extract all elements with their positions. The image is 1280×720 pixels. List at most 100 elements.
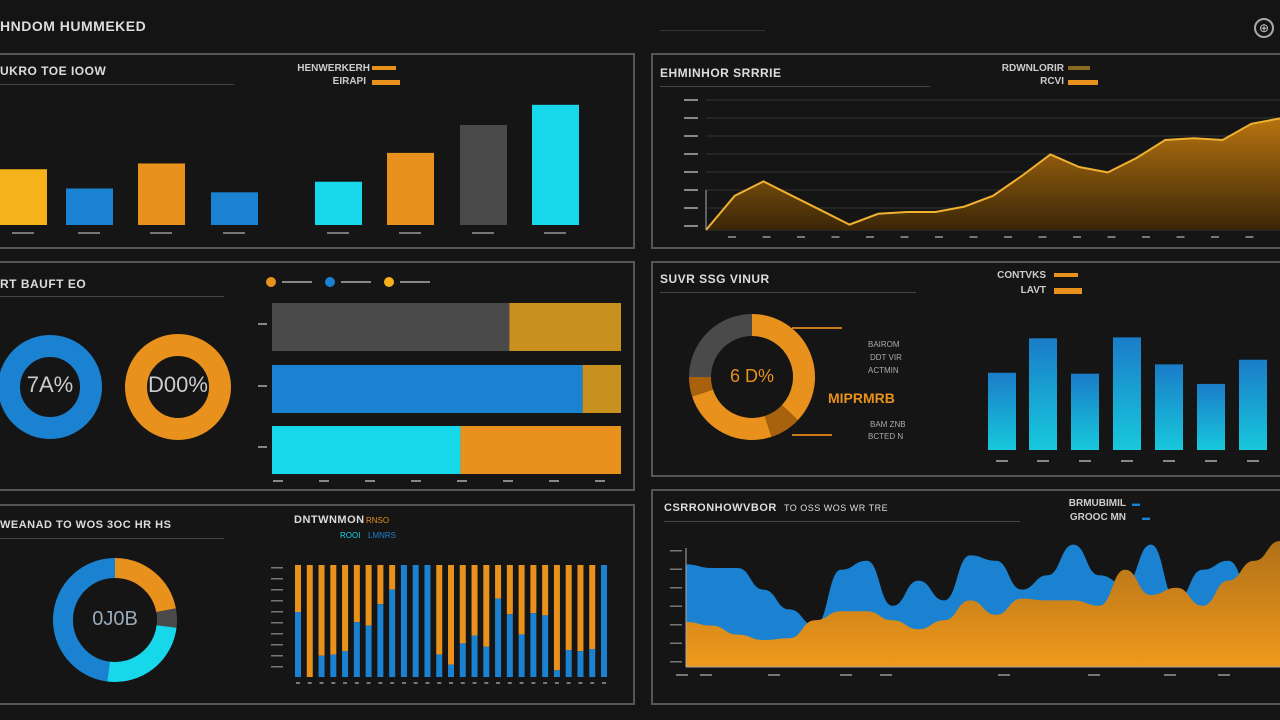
- stacked-bar-blue: [530, 613, 537, 677]
- panel4-title: SUVR SSG VINUR: [660, 272, 770, 286]
- legend-swatch: [372, 66, 396, 70]
- x-tick-label: [700, 674, 712, 676]
- stacked-bar-orange: [553, 565, 560, 671]
- x-tick-label: [519, 682, 524, 684]
- stacked-bar-blue: [377, 604, 384, 677]
- x-tick-label: [413, 682, 418, 684]
- note: DDT VIR: [870, 353, 902, 362]
- x-tick-label: [1037, 460, 1049, 462]
- stacked-bar-blue: [553, 670, 560, 677]
- x-tick-label: [378, 682, 383, 684]
- donut-slice: [114, 558, 176, 613]
- bar: [211, 192, 258, 225]
- stacked-bar-blue: [589, 649, 596, 677]
- legend-swatch: [372, 80, 400, 85]
- note: BCTED N: [868, 432, 904, 441]
- x-tick-label: [390, 682, 395, 684]
- stacked-bar-blue: [495, 598, 502, 677]
- x-tick-label: [935, 236, 943, 238]
- x-tick-label: [1107, 236, 1116, 238]
- x-tick-label: [1038, 236, 1047, 238]
- y-tick-label: [271, 655, 283, 657]
- globe-icon[interactable]: ⊕: [1254, 18, 1274, 38]
- y-tick-label: [258, 446, 267, 448]
- stacked-bar-blue: [424, 565, 431, 677]
- stacked-bar-blue: [577, 651, 584, 677]
- stacked-bar-blue: [483, 646, 490, 677]
- donut-slice: [0, 335, 102, 439]
- y-tick-label: [670, 587, 682, 589]
- panel4-legend-2: LAVT: [1020, 285, 1046, 296]
- x-tick-label: [602, 682, 606, 684]
- bar: [387, 152, 434, 225]
- stacked-bar-blue: [342, 651, 349, 677]
- bar: [1239, 359, 1267, 450]
- stacked-bar-orange: [330, 565, 337, 655]
- y-tick-label: [670, 642, 682, 644]
- donut-slice: [53, 558, 116, 682]
- x-tick-label: [273, 480, 283, 482]
- legend-swatch: [1054, 273, 1078, 277]
- y-tick-label: [258, 385, 267, 387]
- panel2-title: EHMINHOR SRRRIE: [660, 66, 782, 80]
- y-tick-label: [670, 568, 682, 570]
- x-tick-label: [484, 682, 489, 684]
- stacked-bar-orange: [436, 565, 443, 655]
- hbar-segment: [582, 365, 621, 413]
- stacked-bar-blue: [295, 612, 301, 677]
- x-tick-label: [472, 682, 477, 684]
- x-tick-label: [343, 682, 348, 684]
- stacked-bar-blue: [318, 655, 325, 677]
- panel5-legend-title: DNTWNMON: [294, 514, 365, 526]
- stacked-bar-orange: [518, 565, 525, 635]
- stacked-bar-orange: [295, 565, 301, 613]
- stacked-bar-orange: [589, 565, 596, 649]
- panel2-legend-1: RDWNLORIR: [1001, 63, 1064, 74]
- stacked-bar-orange: [530, 565, 537, 614]
- x-tick-label: [78, 232, 100, 234]
- x-tick-label: [996, 460, 1008, 462]
- x-tick-label: [1088, 674, 1100, 676]
- x-tick-label: [1004, 236, 1012, 238]
- stacked-bar-orange: [506, 565, 513, 615]
- legend-dot: [384, 277, 394, 287]
- stacked-bar-orange: [353, 565, 360, 623]
- legend-label: [400, 281, 430, 283]
- bar: [1197, 383, 1225, 450]
- bar: [988, 372, 1016, 450]
- hbar-segment: [272, 426, 461, 474]
- legend-swatch: [1054, 288, 1082, 294]
- donut2-label: D00%: [148, 372, 208, 397]
- legend-tag: RNSO: [366, 516, 390, 525]
- y-tick-label: [271, 578, 283, 580]
- bar: [1155, 364, 1183, 450]
- x-tick-label: [366, 682, 371, 684]
- stacked-bar-blue: [565, 650, 572, 677]
- x-tick-label: [150, 232, 172, 234]
- x-tick-label: [1211, 236, 1219, 238]
- x-tick-label: [327, 232, 349, 234]
- stacked-bar-orange: [318, 565, 325, 656]
- y-tick-label: [684, 99, 698, 101]
- x-tick-label: [676, 674, 688, 676]
- donut-slice: [125, 334, 231, 440]
- note: ACTMIN: [868, 366, 899, 375]
- y-tick-label: [684, 171, 698, 173]
- x-tick-label: [331, 682, 336, 684]
- donut1-label: 7A%: [26, 372, 74, 397]
- y-tick-label: [271, 589, 283, 591]
- x-tick-label: [543, 682, 548, 684]
- panel1-legend-1: HENWERKERH: [297, 63, 370, 74]
- x-tick-label: [1073, 236, 1081, 238]
- x-tick-label: [319, 480, 329, 482]
- stacked-bar-blue: [400, 565, 407, 677]
- x-tick-label: [449, 682, 453, 684]
- bar: [138, 163, 185, 225]
- x-tick-label: [590, 682, 595, 684]
- area-line: [705, 117, 1280, 231]
- gauge-slice: [692, 389, 772, 440]
- stacked-bar-blue: [330, 654, 337, 677]
- stacked-bar-orange: [377, 565, 384, 605]
- legend-swatch: ▬: [1142, 513, 1150, 522]
- panel6-legend-1: BRMUBIMIL: [1068, 498, 1126, 509]
